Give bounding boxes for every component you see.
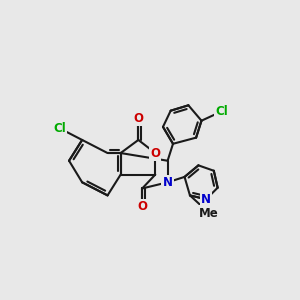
Text: Cl: Cl [53, 122, 66, 135]
Text: Cl: Cl [215, 105, 228, 118]
Text: O: O [150, 146, 160, 160]
Text: O: O [137, 200, 147, 213]
Text: O: O [134, 112, 143, 125]
Text: N: N [201, 193, 211, 206]
Text: N: N [163, 176, 172, 189]
Text: Me: Me [199, 207, 219, 220]
